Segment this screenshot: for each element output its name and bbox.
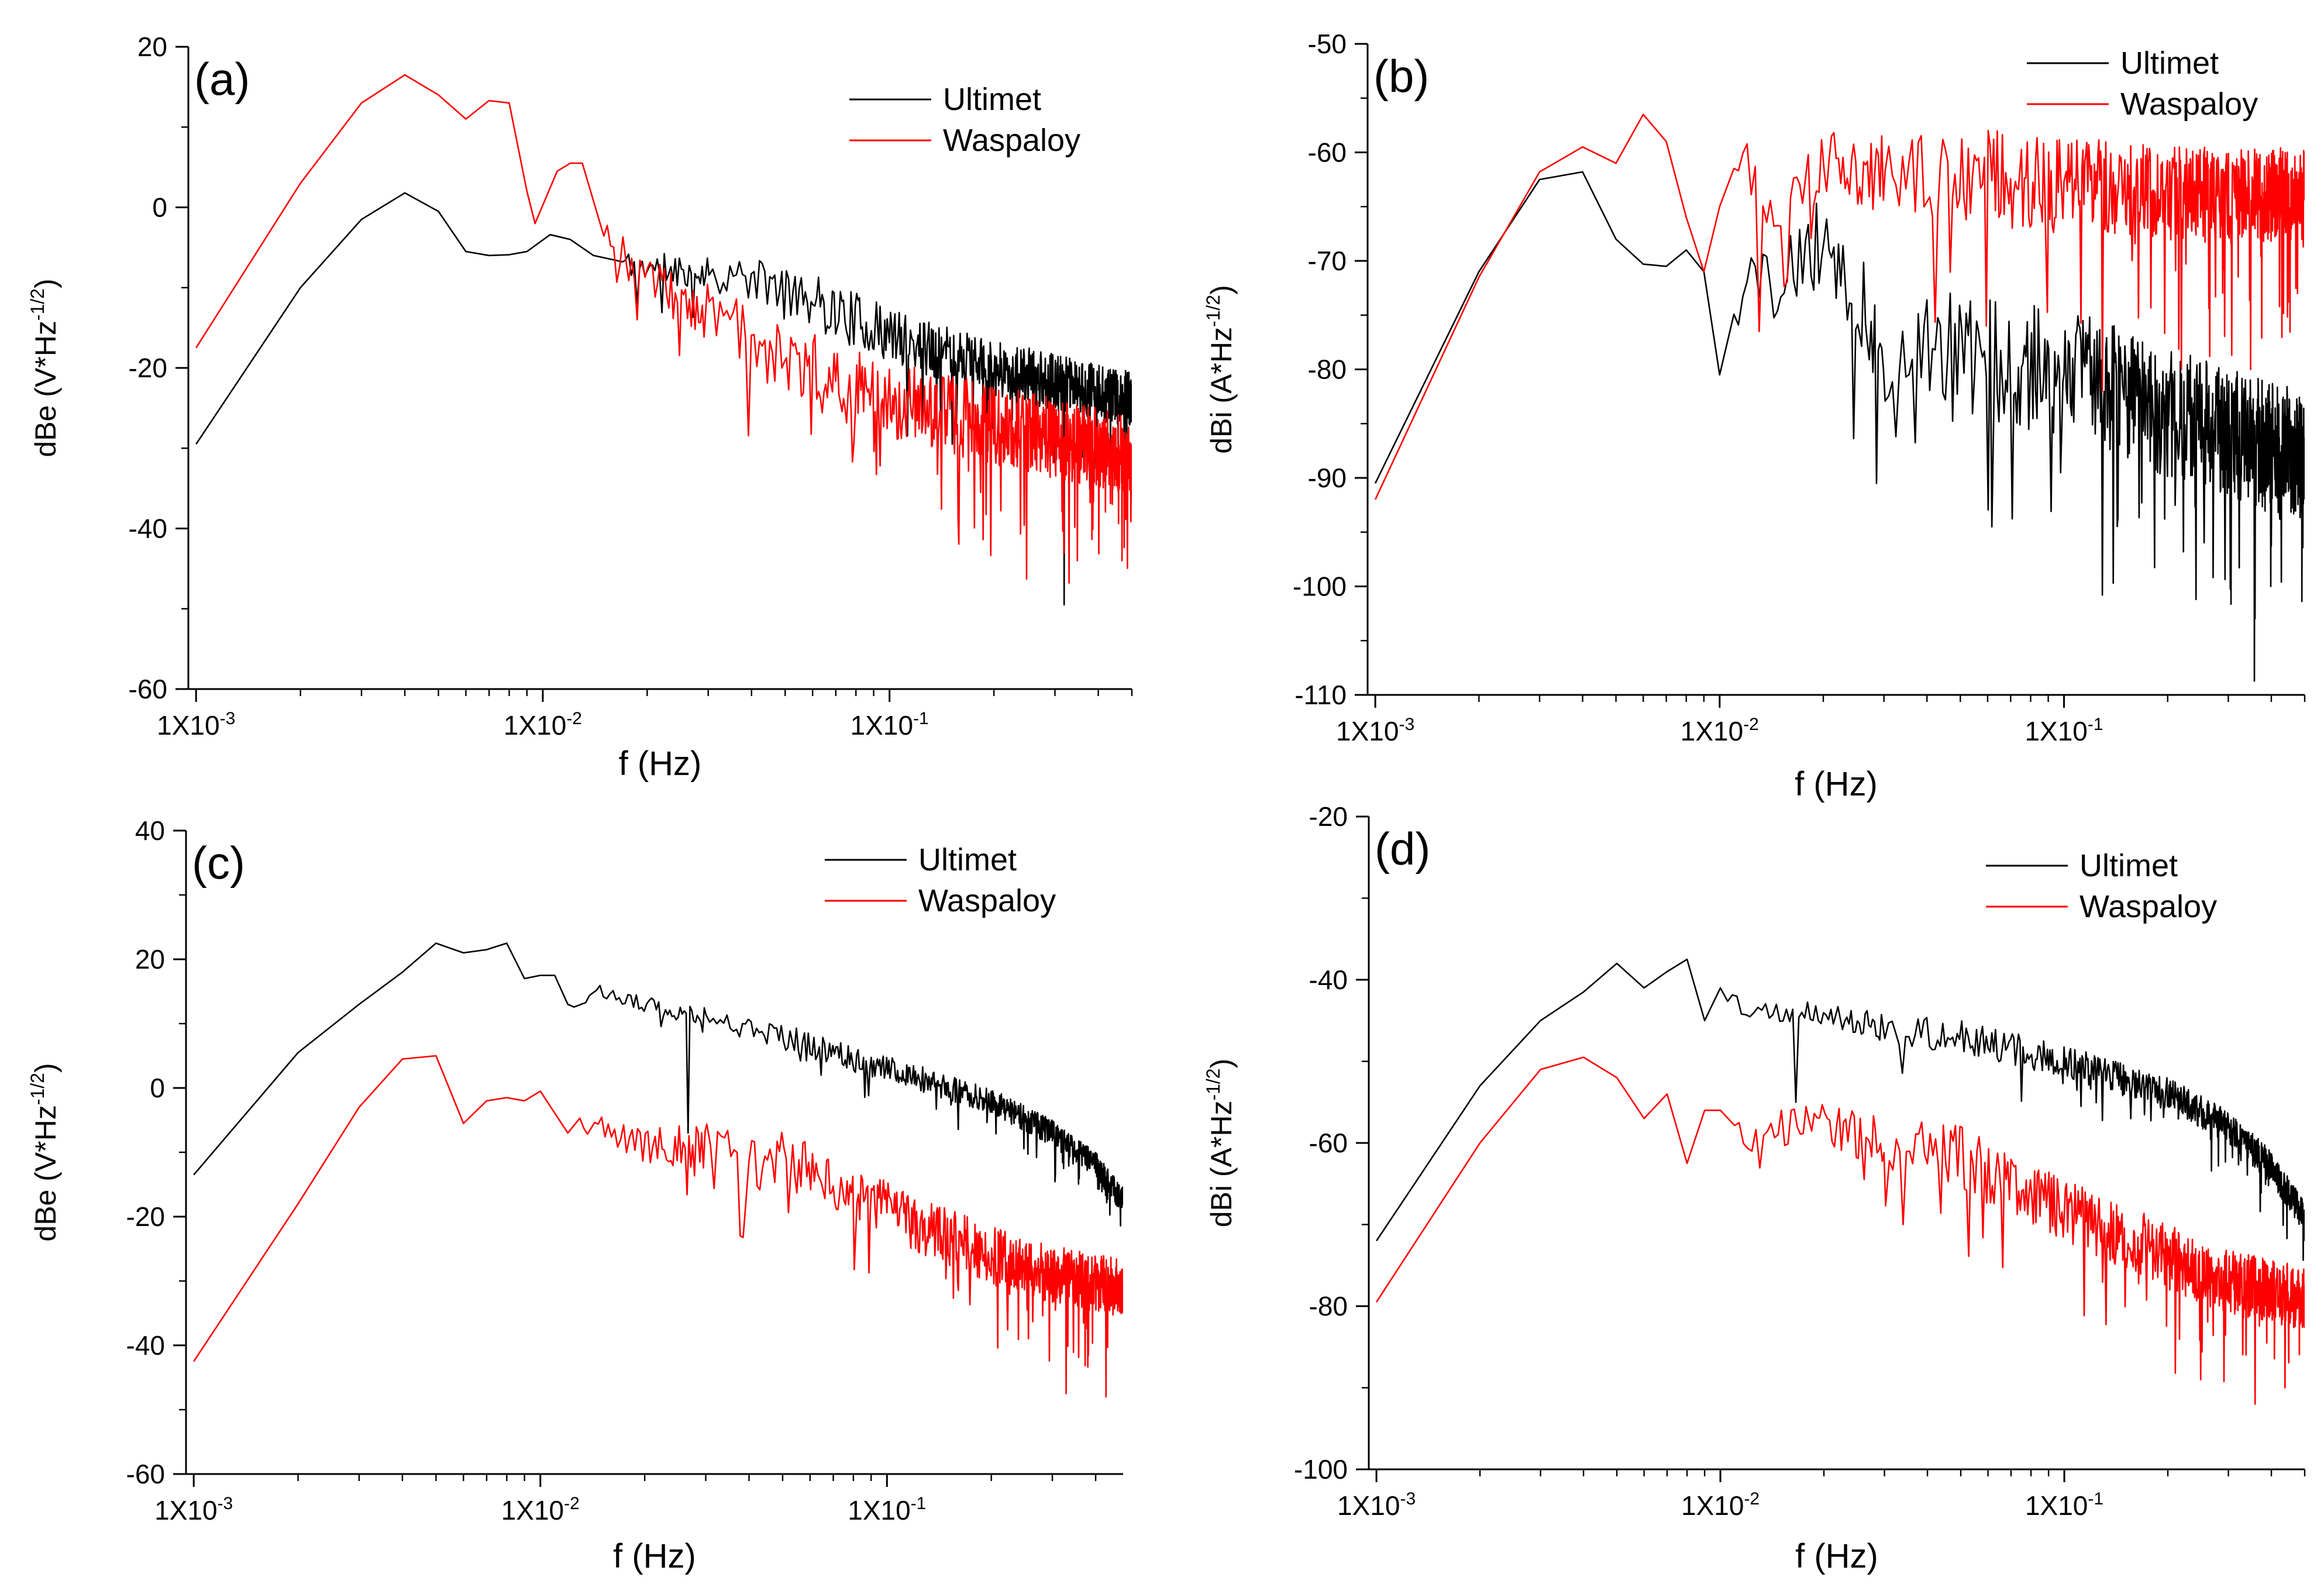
x-tick-label: 1X10-1 xyxy=(2025,1489,2103,1521)
y-tick-label: -20 xyxy=(1309,801,1348,832)
y-tick-label: -70 xyxy=(1308,246,1347,276)
y-tick-label: -80 xyxy=(1308,354,1347,385)
y-tick-label: -80 xyxy=(1309,1291,1348,1321)
x-tick-label: 1X10-3 xyxy=(1337,1489,1416,1521)
y-tick-label: -100 xyxy=(1293,571,1347,602)
panel-label: (b) xyxy=(1373,50,1429,102)
y-tick-label: -60 xyxy=(1309,1128,1348,1158)
y-tick-label: -110 xyxy=(1294,680,1347,710)
y-axis-label: dBe (V*Hz-1/2) xyxy=(27,1063,62,1241)
legend-label-ultimet: Ultimet xyxy=(2120,46,2219,81)
panel-c: 40 20 0 -20 -40 -60 1X10-3 1X10-2 1X10-1 f (Hz) dB… xyxy=(27,815,1123,1575)
y-tick-label: -90 xyxy=(1308,463,1347,493)
y-tick-label: 0 xyxy=(152,192,167,223)
legend-label-ultimet: Ultimet xyxy=(2079,848,2178,883)
x-tick-label: 1X10-3 xyxy=(154,1494,233,1525)
panel-label: (d) xyxy=(1375,823,1430,874)
y-tick-label: 40 xyxy=(135,815,165,846)
y-tick-label: -60 xyxy=(126,1459,165,1489)
panel-a: 20 0 -20 -40 -60 1X10-3 1X10-2 1X10-1 f (Hz) dBe … xyxy=(27,32,1133,783)
y-tick-label: -40 xyxy=(126,1330,165,1361)
panel-d: -20 -40 -60 -80 -100 1X10-3 1X10-2 1X10-1 f (Hz)… xyxy=(1203,801,2306,1575)
series-line-waspaloy-b xyxy=(1374,113,2305,500)
series-line-waspaloy-d xyxy=(1376,1056,2305,1405)
panel-label: (a) xyxy=(194,53,250,105)
y-axis-label: dBi (A*Hz-1/2) xyxy=(1203,1059,1238,1228)
y-tick-label: -20 xyxy=(129,353,167,383)
legend-label-ultimet: Ultimet xyxy=(918,842,1017,877)
y-tick-label: -100 xyxy=(1294,1454,1348,1485)
series-line-waspaloy-c xyxy=(193,1055,1123,1398)
y-tick-label: -40 xyxy=(129,514,167,544)
y-tick-label: -50 xyxy=(1308,29,1347,59)
y-tick-label: -40 xyxy=(1309,965,1348,995)
legend-label-waspaloy: Waspaloy xyxy=(2120,87,2258,122)
x-tick-label: 1X10-1 xyxy=(2025,715,2103,746)
x-axis-label: f (Hz) xyxy=(1795,765,1878,803)
x-axis-label: f (Hz) xyxy=(619,745,702,783)
y-tick-label: 20 xyxy=(135,944,165,974)
series-line-ultimet-d xyxy=(1376,958,2305,1261)
legend-label-waspaloy: Waspaloy xyxy=(943,123,1080,158)
legend-label-waspaloy: Waspaloy xyxy=(2079,889,2217,924)
x-tick-label: 1X10-2 xyxy=(1681,715,1759,746)
x-tick-label: 1X10-2 xyxy=(504,709,582,741)
legend: Ultimet Waspaloy xyxy=(1986,848,2217,924)
series-line-ultimet-c xyxy=(193,942,1123,1227)
panel-b: -50 -60 -70 -80 -90 -100 -110 1X10-3 1X10-2 1X10-… xyxy=(1203,29,2306,803)
x-tick-label: 1X10-3 xyxy=(157,709,235,741)
legend: Ultimet Waspaloy xyxy=(825,842,1056,918)
legend: Ultimet Waspaloy xyxy=(849,82,1080,158)
y-tick-label: -20 xyxy=(126,1201,165,1232)
legend-label-waspaloy: Waspaloy xyxy=(918,883,1056,918)
y-tick-label: 0 xyxy=(150,1073,165,1103)
x-tick-label: 1X10-1 xyxy=(848,1494,926,1525)
x-tick-label: 1X10-1 xyxy=(851,709,929,741)
x-tick-label: 1X10-2 xyxy=(501,1494,580,1525)
x-axis-label: f (Hz) xyxy=(1795,1537,1878,1575)
x-axis-label: f (Hz) xyxy=(613,1537,696,1575)
y-tick-label: 20 xyxy=(137,32,167,62)
x-tick-label: 1X10-3 xyxy=(1336,715,1414,746)
series-line-ultimet-a xyxy=(195,192,1132,606)
y-tick-label: -60 xyxy=(129,674,167,704)
legend-label-ultimet: Ultimet xyxy=(943,82,1041,117)
y-axis-label: dBi (A*Hz-1/2) xyxy=(1203,285,1238,454)
series-line-waspaloy-a xyxy=(195,74,1132,584)
series-line-ultimet-b xyxy=(1374,171,2305,682)
x-tick-label: 1X10-2 xyxy=(1681,1489,1760,1521)
y-axis-label: dBe (V*Hz-1/2) xyxy=(27,278,62,457)
y-tick-label: -60 xyxy=(1308,137,1347,168)
panel-label: (c) xyxy=(192,837,245,889)
legend: Ultimet Waspaloy xyxy=(2027,46,2258,122)
